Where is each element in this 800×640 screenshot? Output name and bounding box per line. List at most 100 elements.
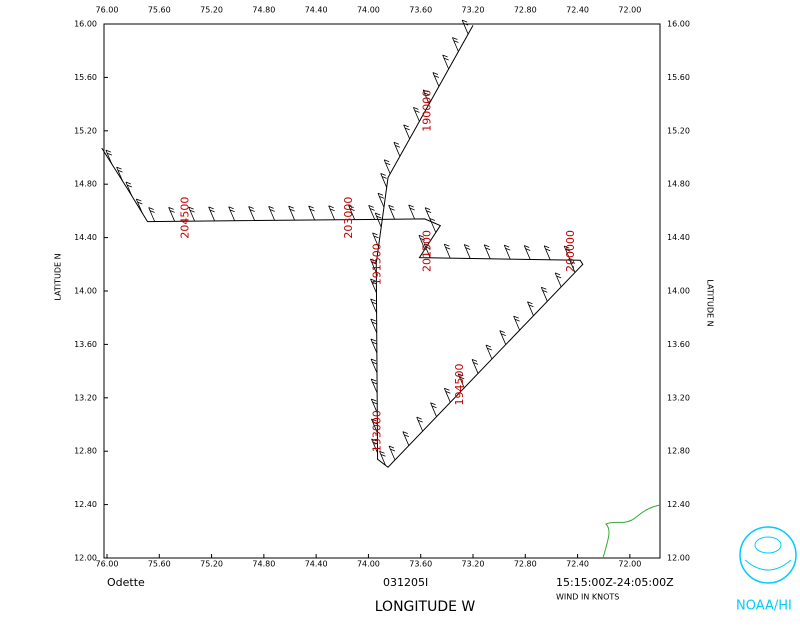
wind-barb [380,173,388,188]
wind-barb [348,205,356,220]
wind-barb [105,149,113,165]
x-tick-label-top: 76.00 [96,6,119,15]
wind-barb [368,205,376,220]
wind-barb [554,272,562,288]
time-label: 204500 [178,197,191,239]
wind-barb [168,206,176,222]
wind-barb [403,124,410,140]
wind-barb [443,387,451,403]
x-tick-label-top: 74.00 [357,6,380,15]
x-tick-label-top: 75.20 [200,6,223,15]
wind-barb [371,438,378,454]
wind-barb [288,205,296,221]
x-tick-label: 72.40 [566,560,589,569]
wind-barb [416,416,424,432]
wind-barb [483,244,491,259]
y-tick-label-right: 15.20 [667,126,690,135]
wind-barb [457,373,465,389]
wind-barb [543,245,551,260]
y-tick-label-right: 13.60 [667,340,690,349]
wind-barb [432,72,440,87]
time-label: 193000 [371,410,384,452]
wind-barb [408,204,416,220]
y-tick-label-right: 12.40 [667,500,690,509]
y-tick-label: 12.80 [74,447,97,456]
time-label: 203000 [342,197,355,239]
wind-barb [485,344,493,360]
wind-barb [372,232,379,248]
time-range: 15:15:00Z-24:05:00Z [556,576,674,589]
wind-barb [328,205,336,220]
wind-barb [471,359,479,374]
y-tick-label: 12.40 [74,500,97,509]
wind-note: WIND IN KNOTS [556,593,619,602]
time-label: 194500 [453,363,466,405]
wind-barb [422,89,430,105]
y-tick-label: 15.20 [74,126,97,135]
y-axis-label-right: LATITUDE N [706,279,715,326]
time-label: 191500 [371,243,384,285]
wind-barb [308,205,316,221]
wind-barb [452,37,459,52]
flight-id: 031205I [383,576,428,589]
wind-barb [513,315,520,331]
x-tick-label-top: 74.80 [252,6,275,15]
x-tick-label: 73.60 [409,560,432,569]
wind-barb [379,450,386,466]
y-tick-label-right: 14.40 [667,233,690,242]
storm-name: Odette [107,576,145,589]
wind-barb [393,141,401,157]
logo-text: NOAA/HI [736,599,792,614]
wind-barb [371,418,378,434]
y-tick-label: 16.00 [74,20,97,29]
wind-barb [442,54,449,70]
x-tick-label: 74.00 [357,560,380,569]
wind-barb [402,431,410,446]
x-tick-label: 75.20 [200,560,223,569]
wind-barb [430,402,437,417]
wind-barb [413,107,420,122]
time-label: 190000 [420,90,433,132]
wind-barb [370,278,377,294]
x-tick-label: 76.00 [96,560,119,569]
y-tick-label: 13.20 [74,393,97,402]
wind-barb [461,19,469,35]
y-tick-label: 14.40 [74,233,97,242]
wind-barb [443,243,451,259]
wind-barb [563,245,571,261]
noaa-logo [739,526,797,584]
wind-barb [228,206,236,221]
x-tick-label-top: 72.80 [514,6,537,15]
x-tick-label: 74.80 [252,560,275,569]
wind-barb [208,206,216,222]
wind-barb [148,207,156,222]
wind-barb [135,198,143,214]
wind-barb [377,192,385,208]
y-tick-label-right: 14.00 [667,287,690,296]
x-axis-label: LONGITUDE W [375,599,476,615]
wind-barb [418,234,426,250]
wind-barb [423,243,431,258]
y-tick-label-right: 12.80 [667,447,690,456]
wind-barb [268,205,276,221]
wind-barb [370,338,378,354]
wind-barb [383,159,391,174]
wind-barb [125,181,133,197]
y-tick-label-right: 13.20 [667,393,690,402]
y-tick-label-right: 16.00 [667,20,690,29]
time-label: 201500 [420,230,433,272]
x-tick-label-top: 72.40 [566,6,589,15]
x-tick-label: 72.00 [618,560,641,569]
x-tick-label: 75.60 [148,560,171,569]
y-tick-label: 12.00 [74,554,97,563]
x-tick-label: 74.40 [305,560,328,569]
wind-barb [527,301,534,316]
y-tick-label-right: 14.80 [667,180,690,189]
wind-barb [499,330,507,345]
wind-barb [116,166,123,182]
wind-barb [188,206,196,222]
wind-barb [374,212,382,228]
time-label: 200000 [564,230,577,272]
wind-barb [370,298,377,314]
